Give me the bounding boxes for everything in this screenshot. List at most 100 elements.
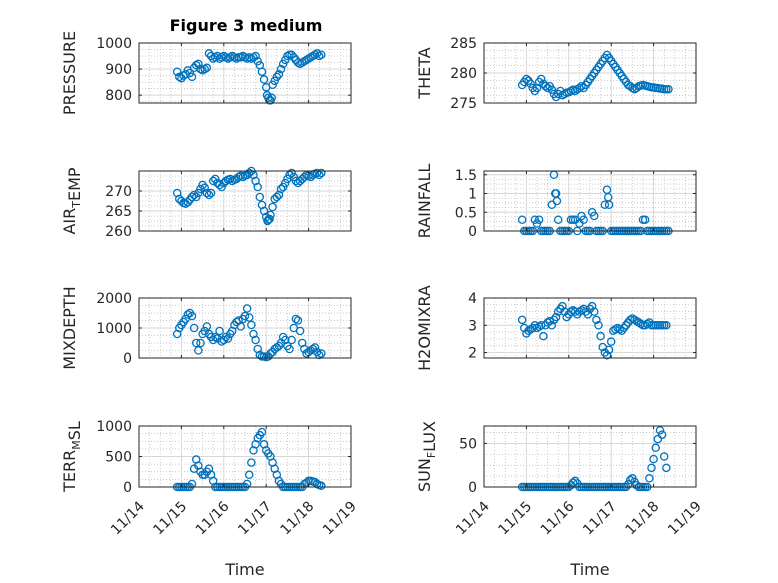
- x-tick-label: 11/14: [108, 498, 148, 538]
- data-point: [293, 316, 303, 325]
- data-point: [187, 311, 197, 321]
- x-tick-label: 11/18: [623, 499, 663, 539]
- data-point: [522, 74, 531, 84]
- x-tick-label: 11/19: [665, 499, 705, 539]
- data-point: [251, 335, 260, 345]
- axes-frame: [483, 170, 697, 232]
- subplot-6: 2 3 4 H2OMIXRA: [415, 285, 697, 371]
- data-point: [187, 72, 197, 82]
- data-point: [281, 178, 290, 188]
- data-point: [553, 215, 563, 224]
- data-point: [532, 323, 542, 333]
- y-axis-label-part: SUN: [415, 458, 434, 492]
- data-point: [314, 350, 324, 360]
- data-point: [244, 470, 254, 480]
- data-point: [217, 182, 226, 192]
- x-tick-label: 11/19: [320, 499, 360, 539]
- data-point: [194, 59, 203, 69]
- data-point: [236, 53, 246, 62]
- axes-frame: [138, 170, 352, 232]
- data-point: [587, 301, 597, 311]
- data-point: [191, 192, 201, 202]
- y-tick-label: 0: [468, 224, 477, 240]
- data-point: [560, 307, 569, 316]
- data-point: [242, 304, 252, 313]
- data-point: [662, 321, 671, 330]
- data-point: [543, 83, 552, 93]
- data-point: [278, 182, 288, 192]
- data-series: [517, 50, 673, 102]
- data-point: [302, 478, 311, 487]
- data-point: [267, 93, 276, 103]
- data-point: [653, 434, 663, 444]
- data-point: [592, 315, 601, 325]
- data-point: [289, 53, 299, 62]
- y-tick-label: 900: [105, 62, 132, 78]
- y-axis-label: RAINFALL: [415, 164, 434, 239]
- data-series: [172, 304, 326, 362]
- y-tick-label: 0: [123, 351, 132, 367]
- data-point: [236, 322, 246, 331]
- data-point: [317, 349, 326, 358]
- data-point: [257, 427, 267, 437]
- y-tick-label: 280: [450, 66, 477, 82]
- data-point: [276, 64, 286, 74]
- data-point: [194, 346, 203, 355]
- data-point: [172, 67, 182, 76]
- x-tick-label: 11/14: [453, 498, 493, 538]
- y-axis-label-part: H2OMIXRA: [415, 285, 434, 371]
- data-point: [317, 168, 326, 178]
- data-series: [172, 49, 326, 105]
- data-point: [291, 314, 301, 324]
- data-point: [657, 430, 667, 439]
- data-point: [244, 168, 254, 178]
- subplot-4: 0 0.5 1 1.5 RAINFALL: [415, 164, 697, 240]
- data-point: [225, 174, 235, 184]
- data-point: [636, 319, 646, 329]
- y-axis-label-part: MIXDEPTH: [60, 286, 79, 369]
- data-point: [211, 53, 220, 62]
- data-point: [536, 74, 546, 84]
- data-point: [300, 172, 309, 182]
- data-point: [664, 84, 673, 94]
- data-point: [213, 51, 222, 61]
- data-point: [204, 190, 214, 200]
- data-point: [297, 58, 307, 67]
- data-point: [547, 85, 557, 95]
- y-axis-label-subscript: M: [70, 440, 83, 450]
- y-axis-label-part: AIR: [60, 208, 79, 235]
- y-tick-label: 500: [105, 450, 132, 466]
- y-tick-label: 4: [468, 291, 477, 307]
- y-axis-label: H2OMIXRA: [415, 285, 434, 371]
- y-tick-label: 1: [468, 187, 477, 203]
- y-axis-label: PRESSURE: [60, 31, 79, 115]
- y-axis-label: THETA: [415, 47, 434, 99]
- data-point: [539, 331, 548, 341]
- data-point: [606, 337, 616, 346]
- y-tick-label: 2000: [96, 291, 132, 307]
- data-point: [317, 50, 326, 59]
- data-point: [589, 307, 599, 316]
- data-point: [215, 180, 224, 190]
- data-point: [194, 188, 203, 198]
- subplot-8: 0 50 SUNFLUX 11/14 11/15 11/16 11/17 11/18 11/19…: [415, 421, 705, 579]
- data-point: [517, 215, 527, 224]
- y-tick-label: 1000: [96, 419, 132, 435]
- data-point: [600, 200, 610, 209]
- data-point: [191, 338, 201, 348]
- x-tick-label: 11/17: [235, 499, 275, 539]
- data-point: [312, 168, 322, 178]
- data-point: [615, 325, 624, 334]
- data-point: [251, 51, 260, 61]
- data-point: [253, 182, 262, 192]
- data-point: [202, 188, 212, 198]
- data-point: [266, 210, 275, 220]
- data-point: [651, 443, 660, 453]
- y-tick-label: 265: [105, 204, 132, 220]
- data-point: [659, 452, 669, 461]
- data-point: [204, 49, 214, 58]
- axes-frame: [483, 297, 697, 359]
- figure-title: Figure 3 medium: [170, 16, 323, 35]
- y-tick-label: 0: [468, 480, 477, 496]
